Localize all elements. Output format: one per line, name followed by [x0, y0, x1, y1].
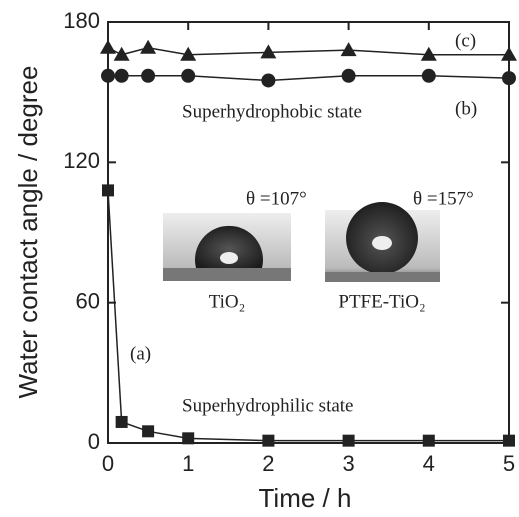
data-point: [140, 39, 157, 54]
legend-label: (a): [130, 343, 151, 364]
data-point: [101, 68, 115, 83]
y-tick-label: 180: [63, 8, 100, 33]
data-point: [342, 434, 355, 447]
data-point: [181, 68, 196, 83]
droplet-image-tio2: [163, 213, 291, 281]
legend-label: (c): [455, 30, 476, 51]
y-axis-label: Water contact angle / degree: [13, 66, 43, 399]
legend-label: (b): [455, 98, 477, 119]
x-tick-label: 3: [342, 451, 354, 476]
x-tick-label: 0: [102, 451, 114, 476]
data-point: [503, 434, 515, 447]
data-point: [141, 68, 156, 83]
y-tick-label: 60: [76, 288, 100, 313]
x-tick-label: 1: [182, 451, 194, 476]
annotation: Superhydrophobic state: [182, 101, 362, 122]
data-point: [182, 432, 195, 445]
data-point: [100, 39, 116, 54]
data-point: [114, 68, 129, 83]
data-point: [180, 46, 197, 61]
data-point: [501, 46, 517, 61]
x-tick-label: 2: [262, 451, 274, 476]
plot-frame: [107, 21, 510, 444]
data-point: [102, 184, 114, 197]
data-point: [420, 46, 437, 61]
x-axis-label: Time / h: [259, 483, 352, 513]
data-point: [260, 44, 277, 59]
data-point: [142, 425, 155, 438]
data-point: [341, 68, 356, 83]
annotation: θ =107°: [246, 188, 307, 209]
annotation: PTFE-TiO₂: [338, 291, 425, 312]
annotation: TiO₂: [209, 291, 246, 312]
y-tick-label: 120: [63, 148, 100, 173]
data-point: [262, 434, 275, 447]
x-tick-label: 4: [423, 451, 435, 476]
data-point: [502, 71, 516, 86]
data-point: [421, 68, 436, 83]
data-point: [261, 73, 276, 88]
series-line: [108, 75, 510, 82]
x-tick-label: 5: [503, 451, 515, 476]
series-line: [107, 46, 509, 56]
droplet-image-ptfe: [325, 202, 440, 282]
y-tick-label: 0: [88, 429, 100, 454]
data-point: [340, 42, 357, 57]
data-point: [113, 46, 130, 61]
data-point: [115, 415, 128, 428]
annotation: θ =157°: [413, 188, 474, 209]
annotation: Superhydrophilic state: [182, 395, 354, 416]
data-point: [422, 434, 435, 447]
